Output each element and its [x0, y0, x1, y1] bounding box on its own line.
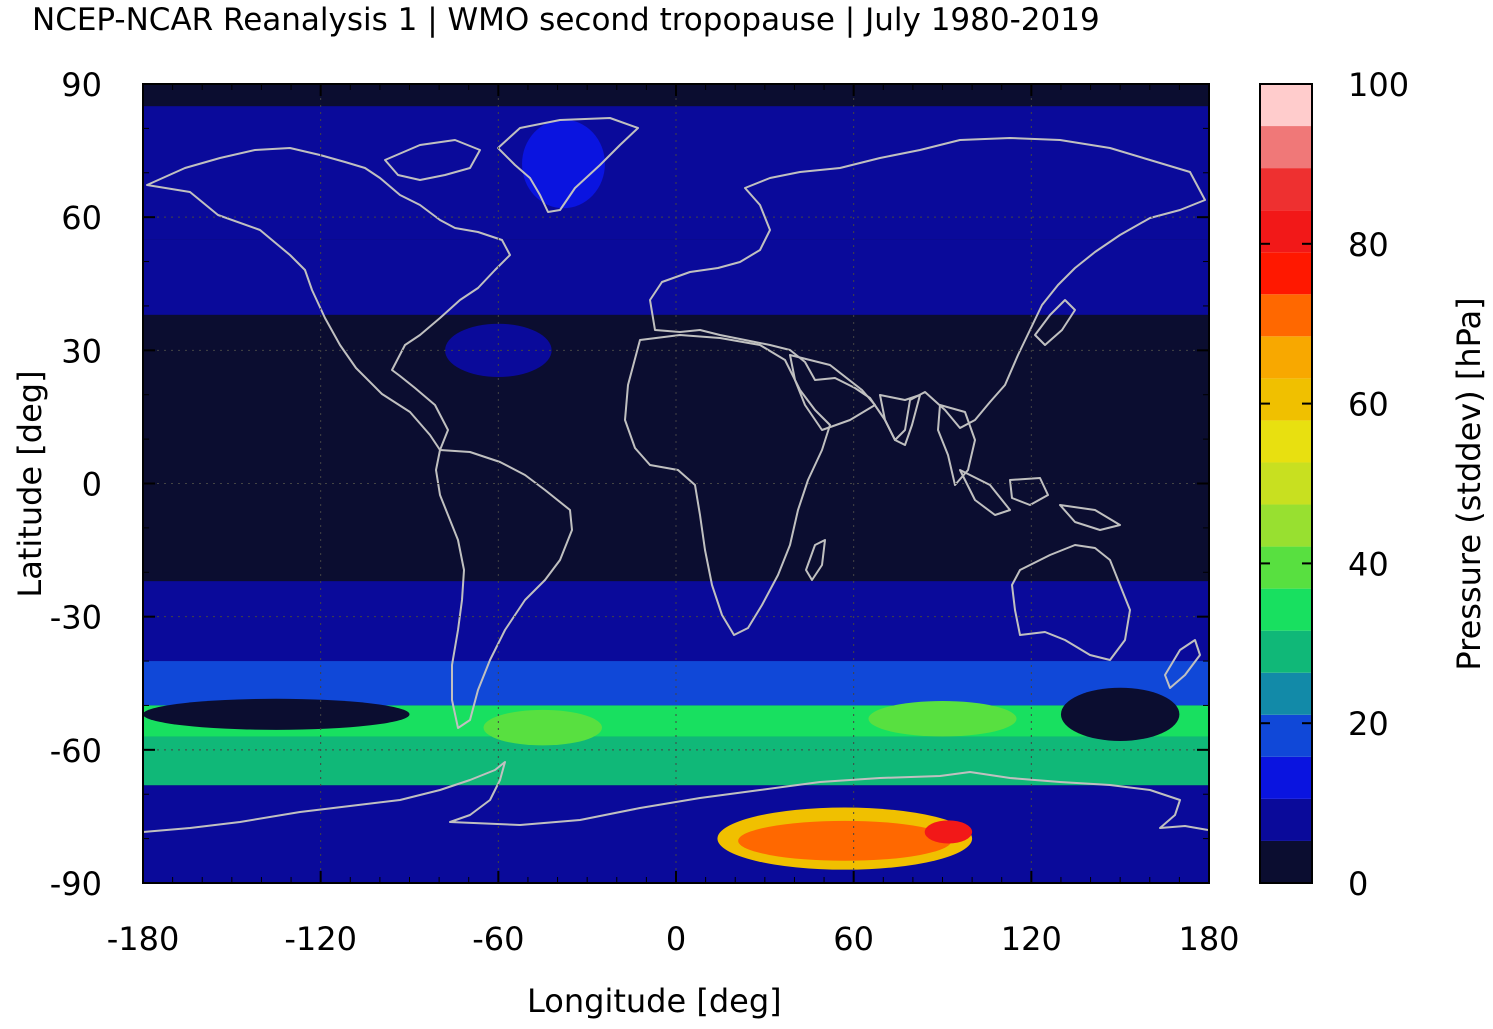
y-axis-label: Latitude [deg] [11, 370, 49, 598]
heatmap-south-atlantic-peak [483, 709, 602, 746]
x-tick-label: 180 [1178, 920, 1239, 958]
heatmap-band-3 [143, 661, 1209, 706]
x-tick-label: 0 [666, 920, 686, 958]
coast-japan [1034, 299, 1076, 346]
y-tick-label: -30 [50, 599, 102, 637]
coast-new-zealand [1164, 639, 1201, 689]
colorbar-segment [1260, 378, 1312, 421]
coast-borneo-sumatra [959, 469, 1049, 516]
coast-india [879, 394, 921, 446]
colorbar-tick-label: 20 [1348, 705, 1389, 743]
heatmap-pacific-quiet-zone [143, 698, 410, 730]
colorbar-segment [1260, 294, 1312, 337]
coast-australia [1011, 544, 1131, 661]
x-tick-label: -120 [284, 920, 357, 958]
coast-europe-asia [649, 137, 1206, 441]
colorbar-tick-label: 0 [1348, 865, 1368, 903]
heatmap-greenland-low [522, 119, 605, 209]
colorbar-segment [1260, 252, 1312, 295]
coast-greenland [497, 117, 639, 213]
coast-new-guinea [1059, 504, 1121, 531]
colorbar-segment [1260, 546, 1312, 589]
colorbar-tick-label: 60 [1348, 386, 1389, 424]
coast-antarctica [142, 761, 1209, 833]
colorbar-segment [1260, 462, 1312, 505]
colorbar-segment [1260, 336, 1312, 379]
coast-south-america [435, 449, 573, 729]
colorbar-segment [1260, 630, 1312, 673]
colorbar-segment [1260, 756, 1312, 799]
heatmap-indian-ocean-peak [868, 701, 1017, 737]
coast-africa [624, 334, 831, 636]
colorbar-frame [1259, 83, 1313, 884]
colorbar-segment [1260, 210, 1312, 253]
x-tick-label: -60 [472, 920, 524, 958]
colorbar-tick-label: 100 [1348, 66, 1409, 104]
y-tick-label: 30 [61, 332, 102, 370]
x-tick-label: 60 [833, 920, 874, 958]
colorbar-tick-label: 80 [1348, 226, 1389, 264]
y-tick-label: 90 [61, 66, 102, 104]
heatmap-antarctic-maximum-core [924, 820, 973, 844]
colorbar-segment [1260, 714, 1312, 757]
axes: -180 -120 -60 0 60 120 180 90 60 30 0 -30 -60 -90 [50, 66, 1240, 958]
colorbar-segment [1260, 84, 1312, 127]
coastlines [142, 117, 1209, 833]
coast-indochina [937, 404, 976, 486]
colorbar-segment [1260, 672, 1312, 715]
x-tick-label: 120 [1001, 920, 1062, 958]
colorbar-segment [1260, 798, 1312, 841]
colorbar-segment [1260, 420, 1312, 463]
colorbar: 100 80 60 40 20 0 [1259, 66, 1409, 903]
heatmap-antarctic-maximum-mid [738, 820, 952, 861]
colorbar-label: Pressure (stddev) [hPa] [1450, 297, 1488, 671]
colorbar-segment [1260, 168, 1312, 211]
x-tick-label: -180 [107, 920, 180, 958]
chart-title: NCEP-NCAR Reanalysis 1 | WMO second trop… [32, 2, 1100, 38]
y-tick-label: 0 [82, 466, 102, 504]
y-tick-label: -90 [50, 865, 102, 903]
colorbar-tick-label: 40 [1348, 545, 1389, 583]
colorbar-segment [1260, 840, 1312, 883]
y-tick-label: -60 [50, 732, 102, 770]
coast-arctic-islands [384, 139, 481, 181]
x-axis-label: Longitude [deg] [527, 982, 782, 1020]
colorbar-segment [1260, 126, 1312, 169]
coast-madagascar [805, 539, 826, 581]
colorbar-segment [1260, 504, 1312, 547]
y-tick-label: 60 [61, 199, 102, 237]
heatmap-tasman-quiet-zone [1060, 687, 1180, 741]
colorbar-segment [1260, 588, 1312, 631]
coast-arabia [789, 354, 876, 431]
heatmap-band-2 [143, 581, 1209, 662]
